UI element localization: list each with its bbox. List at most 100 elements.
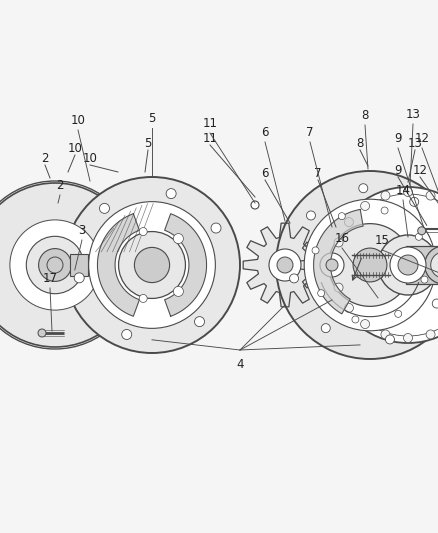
Circle shape [397, 255, 417, 275]
Circle shape [436, 246, 438, 284]
Circle shape [360, 320, 369, 328]
Circle shape [377, 235, 437, 295]
Text: 13: 13 [406, 137, 421, 150]
Circle shape [380, 207, 387, 214]
Circle shape [325, 259, 337, 271]
Circle shape [420, 276, 427, 283]
Polygon shape [97, 214, 139, 316]
Circle shape [403, 188, 412, 197]
Circle shape [425, 330, 434, 339]
Circle shape [317, 290, 324, 297]
Circle shape [289, 274, 298, 283]
Circle shape [276, 171, 438, 359]
Circle shape [118, 231, 185, 298]
Circle shape [344, 217, 353, 227]
Polygon shape [297, 232, 365, 298]
Text: 15: 15 [374, 234, 389, 247]
Circle shape [173, 233, 183, 244]
Bar [70, 254, 88, 276]
Circle shape [38, 329, 46, 337]
Text: 8: 8 [356, 137, 363, 150]
Circle shape [268, 249, 300, 281]
Circle shape [99, 204, 109, 213]
Text: 7: 7 [306, 126, 313, 139]
Text: 8: 8 [360, 109, 368, 122]
Circle shape [74, 273, 84, 283]
Circle shape [64, 177, 240, 353]
Circle shape [319, 253, 343, 277]
Circle shape [311, 247, 318, 254]
Circle shape [389, 247, 425, 283]
Circle shape [330, 261, 339, 270]
Circle shape [26, 236, 84, 294]
Text: 12: 12 [412, 164, 427, 177]
Text: 6: 6 [261, 167, 268, 180]
Text: 2: 2 [56, 179, 64, 192]
Text: 11: 11 [202, 132, 217, 145]
Circle shape [306, 211, 315, 220]
Circle shape [431, 299, 438, 308]
Text: 13: 13 [405, 108, 420, 121]
Text: 4: 4 [236, 358, 243, 371]
Text: 10: 10 [67, 142, 82, 155]
Text: 14: 14 [395, 184, 410, 197]
Circle shape [0, 183, 137, 347]
Text: 9: 9 [393, 132, 401, 145]
Circle shape [166, 189, 176, 199]
Circle shape [360, 201, 369, 211]
Circle shape [409, 197, 418, 206]
Circle shape [39, 248, 71, 281]
Circle shape [424, 246, 438, 284]
Circle shape [211, 223, 220, 233]
Circle shape [380, 330, 389, 339]
Text: 6: 6 [261, 126, 268, 139]
Circle shape [344, 303, 353, 312]
Text: 11: 11 [202, 117, 217, 130]
Circle shape [139, 228, 147, 236]
Bar [405, 246, 438, 284]
Text: 9: 9 [393, 164, 401, 177]
Circle shape [358, 184, 367, 193]
Text: 12: 12 [413, 132, 428, 145]
Circle shape [47, 257, 63, 273]
Polygon shape [313, 209, 362, 314]
Circle shape [380, 191, 389, 200]
Circle shape [352, 248, 386, 282]
Circle shape [251, 201, 258, 209]
Circle shape [351, 316, 358, 323]
Circle shape [134, 247, 169, 282]
Circle shape [88, 201, 215, 328]
Circle shape [394, 310, 401, 317]
Text: 3: 3 [78, 224, 85, 237]
Circle shape [403, 334, 412, 343]
Circle shape [304, 199, 435, 331]
Text: 2: 2 [41, 152, 49, 165]
Circle shape [417, 227, 425, 235]
Circle shape [194, 317, 204, 327]
Circle shape [333, 238, 342, 247]
Circle shape [328, 224, 410, 306]
Circle shape [336, 194, 438, 336]
Text: 17: 17 [42, 272, 57, 285]
Text: 10: 10 [82, 152, 97, 165]
Circle shape [414, 233, 421, 240]
Text: 16: 16 [334, 232, 349, 245]
Circle shape [321, 324, 329, 333]
Circle shape [329, 187, 438, 343]
Circle shape [430, 252, 438, 278]
Circle shape [173, 286, 183, 296]
Text: 5: 5 [148, 112, 155, 125]
Circle shape [276, 257, 292, 273]
Circle shape [121, 329, 131, 340]
Circle shape [385, 335, 394, 344]
Circle shape [425, 191, 434, 200]
Circle shape [0, 181, 139, 349]
Circle shape [338, 213, 345, 220]
Text: 7: 7 [314, 167, 321, 180]
Circle shape [333, 283, 342, 292]
Polygon shape [243, 223, 326, 307]
Circle shape [10, 220, 100, 310]
Text: 5: 5 [144, 137, 152, 150]
Polygon shape [164, 214, 206, 316]
Text: 10: 10 [71, 114, 85, 127]
